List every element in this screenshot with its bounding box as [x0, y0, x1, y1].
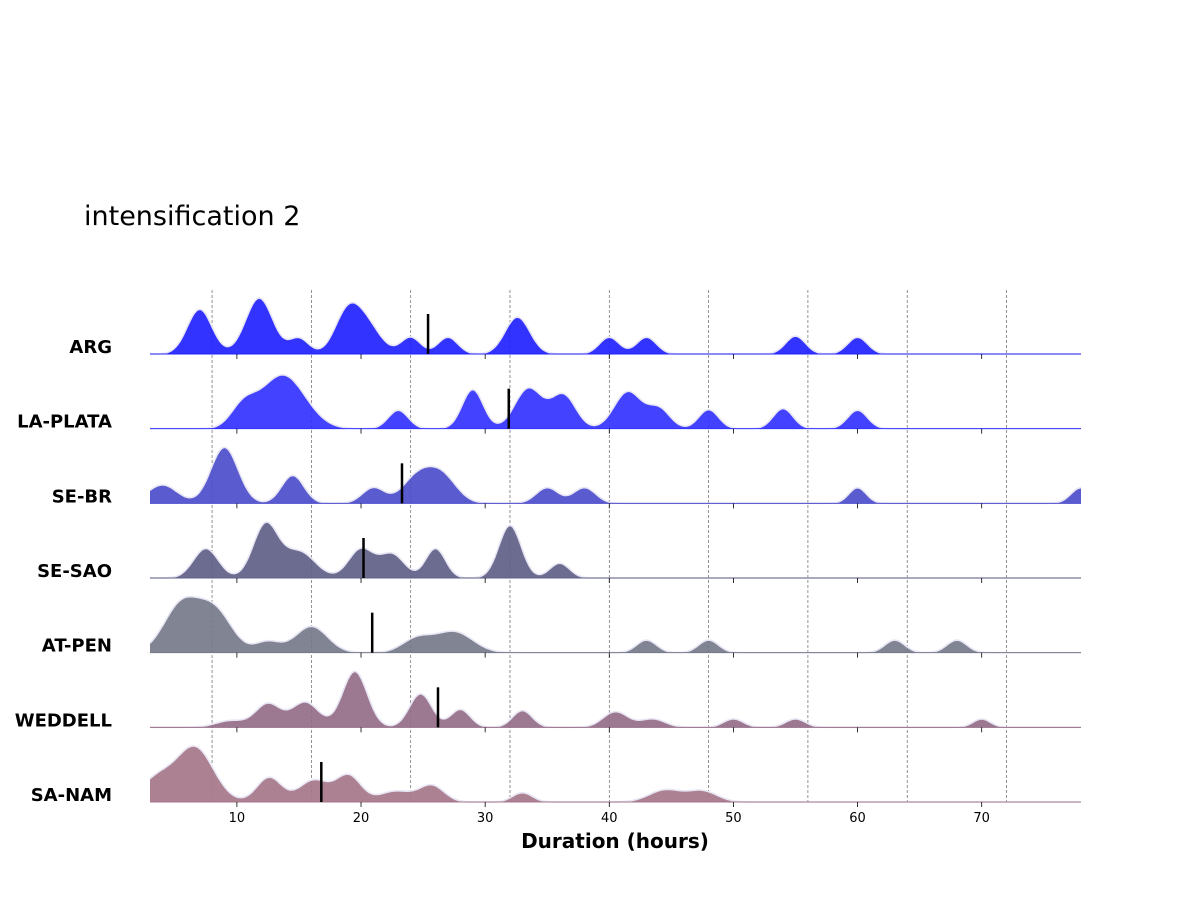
ridge-weddell: WEDDELL: [15, 652, 1081, 731]
ridge-arg: ARG: [69, 297, 1081, 358]
x-tick-label: 40: [601, 811, 618, 826]
x-tick-label: 30: [477, 811, 494, 826]
ridge-area: [150, 447, 1081, 504]
row-label: LA-PLATA: [17, 412, 112, 433]
ridge-se-sao: SE-SAO: [37, 503, 1081, 582]
row-label: WEDDELL: [15, 710, 112, 731]
row-label: AT-PEN: [42, 636, 112, 657]
x-axis-label: Duration (hours): [521, 829, 709, 853]
reference-lines: [211, 290, 1007, 802]
ridge-area: [150, 596, 1081, 653]
x-tick-label: 20: [353, 811, 370, 826]
ridge-area: [150, 522, 1081, 578]
ridge-sa-nam: SA-NAM: [31, 727, 1081, 806]
ridge-se-br: SE-BR: [52, 428, 1082, 507]
ridge-area: [150, 671, 1081, 728]
x-tick-label: 50: [725, 811, 742, 826]
ridge-la-plata: LA-PLATA: [17, 354, 1081, 433]
x-tick-label: 60: [849, 811, 866, 826]
row-label: SE-SAO: [37, 561, 112, 582]
x-tick-label: 10: [229, 811, 246, 826]
row-label: SE-BR: [52, 486, 112, 507]
x-tick-label: 70: [973, 811, 990, 826]
ridge-area: [150, 746, 1081, 802]
ridge-area: [150, 298, 1081, 354]
x-axis: 10 20 30 40 50 60 70: [229, 802, 990, 826]
plot-area: ARG LA-PLATA SE-BR SE-SAO AT-PEN WEDDELL SA-NA…: [15, 290, 1082, 826]
row-label: SA-NAM: [31, 785, 112, 806]
ridge-area: [150, 374, 1081, 429]
ridge-at-pen: AT-PEN: [42, 578, 1081, 657]
row-label: ARG: [69, 337, 112, 358]
chart-title: intensification 2: [84, 201, 300, 232]
